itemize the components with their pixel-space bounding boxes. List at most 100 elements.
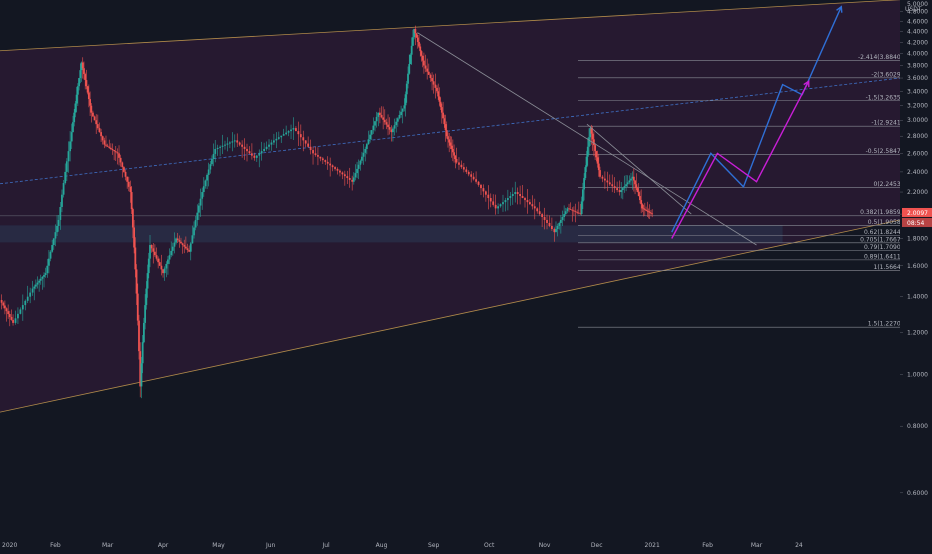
candle-body <box>599 170 601 177</box>
candle-body <box>487 194 490 199</box>
candle-body <box>209 164 212 170</box>
fib-level-label: 0.382(1.9859) <box>860 209 903 216</box>
candle-body <box>426 68 429 72</box>
candle-body <box>339 170 341 173</box>
candle-body <box>326 161 329 164</box>
axis-currency-label: USDT <box>905 6 922 13</box>
candle-body <box>81 62 84 69</box>
candle-body <box>155 255 158 259</box>
candle-body <box>403 105 406 109</box>
candle-body <box>80 62 83 71</box>
candle-body <box>410 45 413 55</box>
candle-body <box>21 305 24 310</box>
candle-body <box>309 146 312 151</box>
candle-body <box>251 153 253 156</box>
candle-body <box>292 128 295 130</box>
candle-body <box>273 140 275 143</box>
candle-body <box>398 115 401 119</box>
candle-body <box>613 186 616 189</box>
candle-body <box>84 74 87 81</box>
candle-body <box>243 146 246 149</box>
candle-body <box>401 108 404 112</box>
candle-body <box>502 202 504 205</box>
candle-body <box>580 201 583 215</box>
candle-body <box>626 182 629 185</box>
candle-body <box>591 133 594 140</box>
price-top-label: 5.0000 <box>907 1 928 8</box>
candle-body <box>632 176 635 181</box>
candle-body <box>453 152 455 156</box>
candle-body <box>49 251 52 259</box>
candle-body <box>568 208 570 210</box>
candle-body <box>334 167 336 169</box>
candle-body <box>492 201 495 205</box>
candle-body <box>207 169 210 175</box>
candle-body <box>608 182 611 185</box>
candle-body <box>533 206 536 209</box>
candle-body <box>175 238 177 243</box>
candle-body <box>494 204 497 209</box>
candle-body <box>41 276 44 279</box>
candle-body <box>432 81 435 85</box>
candle-body <box>620 190 623 193</box>
candle-body <box>409 54 412 65</box>
channel-upper-line <box>0 0 901 52</box>
candle-body <box>287 131 290 133</box>
candle-body <box>162 269 164 274</box>
candle-body <box>393 125 396 129</box>
candle-body <box>369 134 372 140</box>
candle-body <box>482 188 485 192</box>
candle-body <box>343 174 346 177</box>
candle-body <box>421 55 424 61</box>
candle-body <box>489 198 492 202</box>
candle-body <box>135 269 138 294</box>
candle-body <box>219 146 222 148</box>
candle-body <box>429 74 432 79</box>
candle-body <box>26 296 29 301</box>
candle-body <box>506 198 509 201</box>
candle-body <box>420 51 423 56</box>
fib-level-label: -0.5(2.5847) <box>866 148 903 155</box>
candle-body <box>116 152 119 154</box>
candle-body <box>108 146 111 148</box>
candle-body <box>282 134 285 136</box>
candle-body <box>616 188 619 191</box>
candle-body <box>577 212 580 214</box>
candle-body <box>238 142 241 145</box>
candle-body <box>637 192 640 197</box>
projection-magenta-path-arrowhead <box>803 79 810 88</box>
candle-body <box>136 293 139 321</box>
candle-body <box>477 181 480 185</box>
candle-body <box>448 139 451 143</box>
candle-body <box>556 225 559 230</box>
price-tick-label: 1.2000 <box>907 329 928 336</box>
price-tick-label: 2.6000 <box>907 150 928 157</box>
candle-body <box>133 227 136 248</box>
candle-body <box>581 189 584 202</box>
candle-body <box>465 169 468 172</box>
fib-level-label: 0.79(1.7090) <box>864 244 903 251</box>
price-tick-label: 3.6000 <box>907 75 928 82</box>
candle-body <box>173 242 176 247</box>
candle-body <box>201 192 204 199</box>
fib-level-label: 0.89(1.6411) <box>864 253 903 260</box>
candle-body <box>76 86 79 95</box>
candle-body <box>378 112 381 116</box>
candle-body <box>167 259 169 264</box>
candle-body <box>224 144 226 146</box>
price-tick-label: 4.8000 <box>907 8 928 15</box>
candle-body <box>31 288 34 293</box>
candle-body <box>241 144 244 147</box>
candle-body <box>354 173 357 178</box>
candle-body <box>145 288 148 306</box>
candle-body <box>290 129 292 132</box>
price-tick-label: 0.6000 <box>907 490 928 497</box>
candle-body <box>165 263 168 269</box>
price-tick-label: 1.8000 <box>907 235 928 242</box>
fib-level-label: 0(2.2453) <box>874 181 904 188</box>
candle-body <box>558 222 561 226</box>
candle-body <box>193 227 195 236</box>
candle-body <box>361 156 363 161</box>
